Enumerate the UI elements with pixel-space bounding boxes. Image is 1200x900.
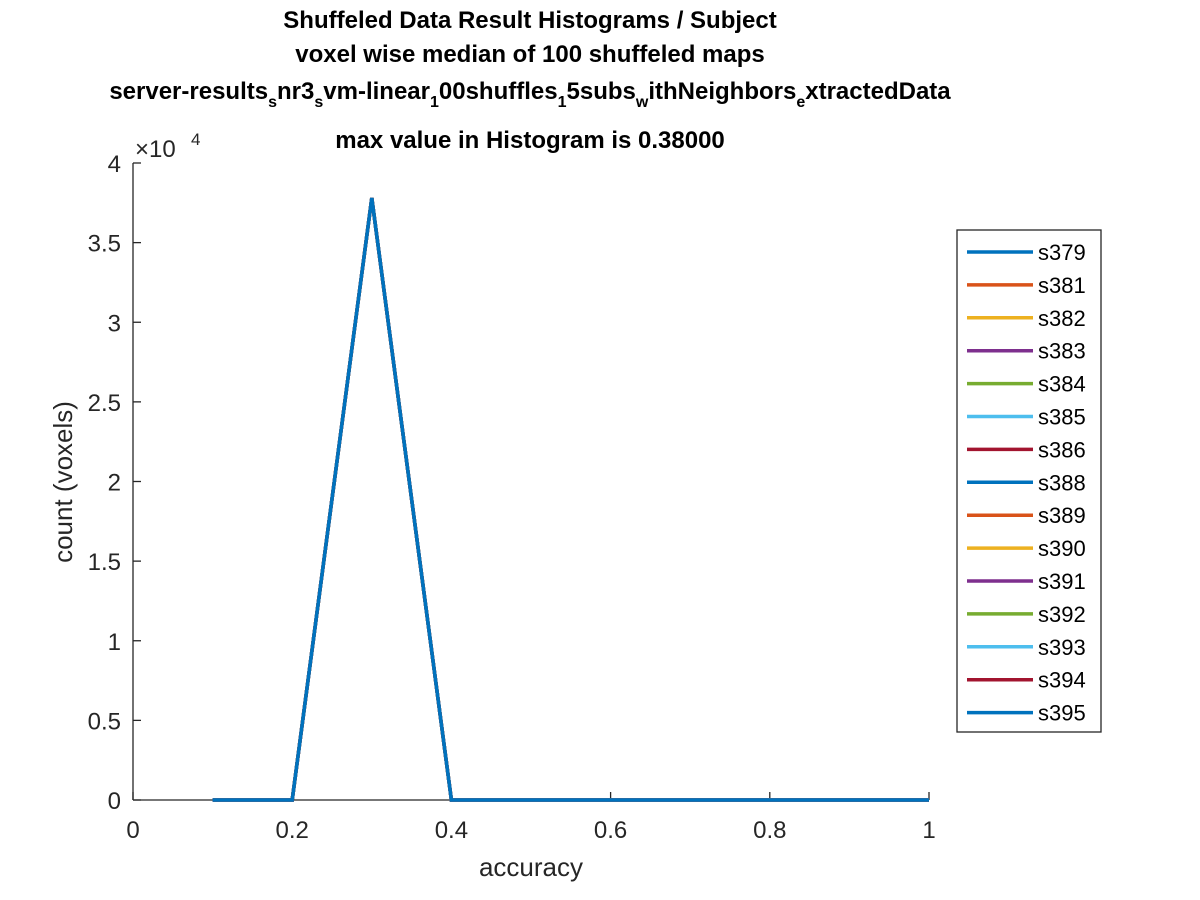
legend-label-s386: s386 xyxy=(1038,437,1086,462)
series-line-s384 xyxy=(212,197,929,802)
y-axis-label: count (voxels) xyxy=(48,401,78,563)
y-tick-label: 1.5 xyxy=(88,549,121,576)
x-ticks: 0 0.2 0.4 0.6 0.8 1 xyxy=(126,792,936,844)
y-tick-label: 0 xyxy=(108,788,121,815)
series-line-s382 xyxy=(212,197,929,802)
legend-label-s390: s390 xyxy=(1038,536,1086,561)
legend-label-s379: s379 xyxy=(1038,240,1086,265)
y-tick-label: 2 xyxy=(108,470,121,497)
x-tick-label: 0.2 xyxy=(276,817,309,844)
y-tick-label: 0.5 xyxy=(88,708,121,735)
title-line-1: Shuffeled Data Result Histograms / Subje… xyxy=(283,7,776,34)
title-segment: xtractedData xyxy=(805,78,951,105)
y-tick-label: 3.5 xyxy=(88,231,121,258)
y-ticks: 0 0.5 1 1.5 2 2.5 3 3.5 4 xyxy=(88,151,141,815)
legend-label-s381: s381 xyxy=(1038,273,1086,298)
title-subscript: s xyxy=(314,94,323,111)
y-tick-label: 4 xyxy=(108,151,121,178)
title-segment: nr3 xyxy=(277,78,314,105)
x-axis-label: accuracy xyxy=(479,852,583,882)
legend-items: s379 s381 s382 s383 s384 s385 s386 s388 s389 s390… xyxy=(967,240,1086,726)
x-tick-label: 0 xyxy=(126,817,139,844)
title-line-2: voxel wise median of 100 shuffeled maps xyxy=(295,41,765,68)
series-line-s392 xyxy=(212,197,929,802)
title-segment: vm-linear xyxy=(323,78,430,105)
title-subscript: 1 xyxy=(558,94,567,111)
legend-label-s389: s389 xyxy=(1038,503,1086,528)
series-line-s390 xyxy=(212,197,929,802)
legend: s379 s381 s382 s383 s384 s385 s386 s388 s389 s390… xyxy=(956,229,1102,733)
x-tick-label: 1 xyxy=(922,817,935,844)
title-subscript: w xyxy=(635,94,649,111)
legend-label-s391: s391 xyxy=(1038,569,1086,594)
y-exponent-base: ×10 xyxy=(135,136,176,163)
series-line-s395 xyxy=(212,197,929,802)
series-line-s385 xyxy=(212,197,929,802)
y-tick-label: 2.5 xyxy=(88,390,121,417)
legend-label-s385: s385 xyxy=(1038,405,1086,430)
title-subscript: e xyxy=(796,94,805,111)
legend-label-s394: s394 xyxy=(1038,668,1086,693)
y-exponent-power: 4 xyxy=(191,130,200,149)
title-segment: ithNeighbors xyxy=(648,78,796,105)
series-line-s381 xyxy=(212,197,929,802)
chart-title: Shuffeled Data Result Histograms / Subje… xyxy=(109,7,951,154)
legend-label-s395: s395 xyxy=(1038,701,1086,726)
x-tick-label: 0.4 xyxy=(435,817,468,844)
plot-axes xyxy=(132,163,929,801)
legend-label-s382: s382 xyxy=(1038,306,1086,331)
series-line-s386 xyxy=(212,197,929,802)
series-line-s379 xyxy=(212,197,929,802)
legend-label-s383: s383 xyxy=(1038,339,1086,364)
series-line-s389 xyxy=(212,197,929,802)
title-segment: 00shuffles xyxy=(439,78,558,105)
y-tick-label: 1 xyxy=(108,629,121,656)
series-line-s393 xyxy=(212,197,929,802)
series-line-s388 xyxy=(212,197,929,802)
title-subscript: 1 xyxy=(430,94,439,111)
legend-label-s393: s393 xyxy=(1038,635,1086,660)
title-segment: 5subs xyxy=(567,78,636,105)
title-line-4: max value in Histogram is 0.38000 xyxy=(335,127,725,154)
series-line-s394 xyxy=(212,197,929,802)
x-tick-label: 0.8 xyxy=(753,817,786,844)
title-line-3: server-resultssnr3svm-linear100shuffles1… xyxy=(109,78,951,111)
legend-label-s392: s392 xyxy=(1038,602,1086,627)
series-line-s391 xyxy=(212,197,929,802)
x-tick-label: 0.6 xyxy=(594,817,627,844)
series-lines xyxy=(212,197,929,802)
series-line-s383 xyxy=(212,197,929,802)
y-tick-label: 3 xyxy=(108,310,121,337)
legend-label-s388: s388 xyxy=(1038,470,1086,495)
y-exponent-label: ×10 4 xyxy=(135,130,200,163)
legend-label-s384: s384 xyxy=(1038,372,1086,397)
title-segment: server-results xyxy=(109,78,268,105)
title-subscript: s xyxy=(268,94,277,111)
